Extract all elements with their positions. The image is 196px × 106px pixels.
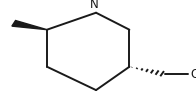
Text: H: H (90, 0, 98, 2)
Text: OH: OH (190, 68, 196, 81)
Polygon shape (12, 21, 47, 30)
Text: N: N (90, 0, 98, 11)
